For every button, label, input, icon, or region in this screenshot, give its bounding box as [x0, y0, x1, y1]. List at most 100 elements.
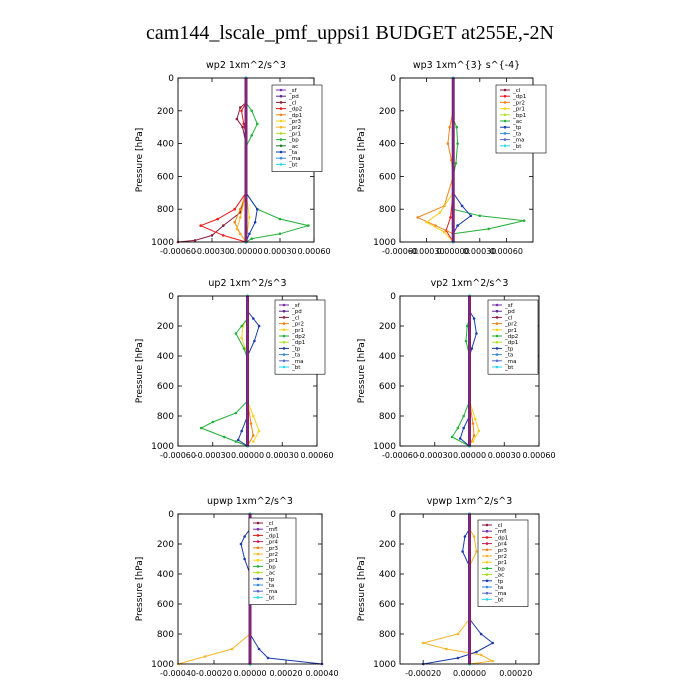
y-axis-label: Pressure [hPa]: [357, 339, 367, 404]
legend-marker: [279, 150, 283, 154]
legend-marker: [495, 365, 499, 369]
data-point: [193, 239, 197, 242]
legend-marker: [503, 132, 507, 135]
data-point: [462, 426, 466, 430]
data-point: [475, 550, 478, 553]
data-point: [255, 122, 259, 126]
legend-marker: [485, 548, 489, 552]
legend-entry: _bt: [265, 595, 275, 601]
legend-entry: _ta: [494, 585, 503, 591]
legend-marker: [256, 589, 260, 593]
y-tick-label: 800: [157, 205, 174, 215]
data-point: [243, 535, 246, 538]
data-point: [456, 142, 459, 145]
data-point: [469, 214, 473, 218]
series-line-_dp2: [199, 296, 248, 447]
data-point: [450, 435, 454, 439]
series-line-_pr2: [177, 514, 260, 665]
legend-entry: _dp2: [504, 334, 518, 340]
legend-entry: _ac: [494, 573, 504, 579]
y-tick-label: 400: [379, 570, 396, 580]
legend-marker: [485, 536, 489, 539]
data-point: [199, 224, 202, 227]
legend-marker: [256, 583, 260, 587]
legend-marker: [282, 359, 286, 363]
data-point: [456, 632, 460, 636]
data-point: [248, 216, 251, 219]
series-line-_pr2: [421, 514, 495, 665]
y-tick-label: 600: [157, 172, 174, 182]
data-point: [199, 426, 203, 430]
data-point: [461, 550, 464, 553]
y-axis-label: Pressure [hPa]: [135, 339, 145, 404]
data-point: [307, 224, 310, 227]
y-tick-label: 200: [379, 540, 396, 550]
legend-entry: _tp: [494, 579, 504, 585]
legend-marker: [495, 359, 499, 363]
x-tick-label: -0.00060: [382, 451, 418, 460]
legend-marker: [279, 119, 283, 123]
legend-entry: _cl: [494, 523, 503, 529]
legend-entry: _pr3: [494, 548, 508, 554]
x-tick-label: 0.00020: [269, 669, 302, 678]
y-tick-label: 400: [379, 140, 396, 150]
data-point: [472, 535, 476, 538]
legend-marker: [256, 552, 260, 556]
y-tick-label: 1000: [151, 442, 174, 452]
data-point: [257, 324, 261, 328]
y-tick-label: 1000: [373, 442, 396, 452]
data-point: [278, 232, 282, 236]
legend-entry: _pd: [291, 309, 302, 315]
data-point: [474, 417, 477, 421]
legend-box: [248, 517, 297, 605]
legend-entry: _cl: [291, 315, 300, 321]
legend-marker: [495, 328, 499, 332]
legend-marker: [485, 523, 489, 527]
y-tick-label: 0: [390, 510, 396, 520]
data-point: [522, 219, 526, 222]
data-point: [248, 232, 251, 236]
legend-marker: [495, 353, 499, 356]
legend-entry: _pr2: [494, 554, 507, 560]
series-line-_tp: [452, 78, 472, 235]
legend-entry: _dp1: [265, 533, 279, 539]
data-point: [253, 339, 256, 343]
legend-entry: _ma: [288, 156, 300, 162]
data-point: [240, 109, 243, 113]
x-tick-label: -0.00040: [160, 669, 196, 678]
data-point: [241, 125, 244, 129]
legend-entry: _cl: [265, 521, 274, 527]
legend-entry: _pr2: [504, 322, 517, 328]
data-point: [242, 122, 245, 126]
y-tick-label: 200: [157, 322, 174, 332]
legend-marker: [256, 534, 260, 537]
legend-marker: [495, 347, 499, 350]
data-point: [230, 647, 234, 651]
legend-marker: [256, 596, 260, 599]
data-point: [211, 420, 215, 424]
legend-entry: _dp1: [288, 113, 302, 119]
legend-entry: _pr3: [288, 119, 302, 125]
chart-title: wp2 1xm^2/s^3: [206, 60, 286, 71]
data-point: [239, 542, 243, 546]
data-point: [448, 125, 452, 129]
data-point: [456, 224, 459, 227]
x-tick-label: 0.00060: [522, 451, 555, 460]
data-point: [255, 207, 259, 211]
x-tick-label: 0.00030: [463, 247, 496, 256]
data-point: [464, 339, 468, 343]
data-point: [443, 230, 446, 234]
legend-marker: [485, 542, 489, 545]
legend-entry: _pr4: [265, 540, 279, 546]
x-tick-label: -0.00030: [194, 247, 230, 256]
y-tick-label: 400: [157, 140, 174, 150]
legend-entry: _bp: [494, 566, 505, 572]
legend-marker: [282, 303, 286, 307]
legend-entry: _ta: [512, 131, 521, 137]
legend-marker: [485, 567, 489, 570]
x-tick-label: -0.00060: [160, 247, 196, 256]
data-point: [249, 422, 253, 425]
data-point: [454, 162, 458, 165]
data-point: [463, 535, 467, 538]
legend-entry: _bp: [265, 564, 276, 570]
